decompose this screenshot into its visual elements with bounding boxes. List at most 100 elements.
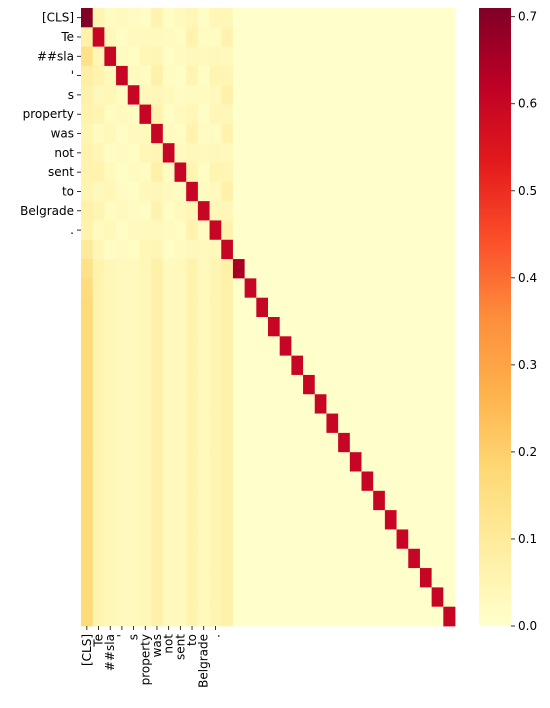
heatmap-cell — [174, 529, 187, 550]
heatmap-cell — [279, 46, 292, 67]
heatmap-cell — [127, 548, 140, 569]
heatmap-cell — [209, 220, 222, 241]
heatmap-cell — [116, 452, 129, 472]
heatmap-cell — [314, 123, 327, 144]
heatmap-cell — [419, 606, 433, 627]
heatmap-cell — [256, 65, 269, 86]
heatmap-cell — [139, 490, 152, 511]
heatmap-cell — [197, 529, 210, 550]
heatmap-cell — [443, 548, 456, 569]
heatmap-cell — [408, 606, 421, 627]
heatmap-cell — [81, 432, 94, 453]
heatmap-cell — [104, 490, 117, 511]
heatmap-cell — [384, 606, 397, 627]
heatmap-cell — [186, 297, 199, 318]
heatmap-cell — [162, 587, 175, 608]
heatmap-cell — [326, 278, 339, 299]
heatmap-cell — [244, 220, 257, 241]
heatmap-cell — [291, 413, 304, 434]
heatmap-cell — [384, 317, 397, 337]
heatmap-cell — [314, 65, 327, 86]
heatmap-cell — [361, 123, 374, 144]
heatmap-cell — [197, 355, 210, 376]
heatmap-cell — [197, 374, 210, 395]
heatmap-cell — [408, 8, 421, 28]
heatmap-cell — [139, 65, 152, 86]
heatmap-cell — [232, 587, 246, 608]
heatmap-cell — [209, 355, 222, 376]
heatmap-cell — [268, 394, 281, 414]
heatmap-cell — [338, 123, 351, 144]
heatmap-cell — [139, 432, 152, 453]
heatmap-cell — [361, 8, 374, 28]
heatmap-cell — [186, 143, 199, 163]
heatmap-cell — [419, 490, 433, 511]
heatmap-cell — [431, 162, 444, 183]
heatmap-cell — [162, 85, 175, 105]
heatmap-cell — [256, 587, 269, 608]
heatmap-cell — [104, 123, 117, 144]
heatmap-cell — [373, 568, 386, 588]
heatmap-cell — [174, 606, 187, 627]
heatmap-cell — [361, 336, 374, 357]
heatmap-cell — [209, 8, 222, 28]
heatmap-cell — [396, 162, 409, 183]
heatmap-cell — [221, 239, 234, 260]
heatmap-cell — [431, 374, 444, 395]
heatmap-cell — [104, 201, 117, 221]
heatmap-cell — [279, 220, 292, 241]
heatmap-cell — [186, 432, 199, 453]
heatmap-cell — [186, 336, 199, 357]
heatmap-cell — [81, 297, 94, 318]
heatmap-cell — [221, 606, 234, 627]
heatmap-cell — [232, 143, 246, 163]
heatmap-cell — [349, 8, 362, 28]
heatmap-cell — [232, 162, 246, 183]
heatmap-cell — [174, 8, 187, 28]
heatmap-cell — [256, 27, 269, 48]
heatmap-cell — [151, 568, 164, 588]
heatmap-cell — [244, 490, 257, 511]
heatmap-cell — [221, 490, 234, 511]
heatmap-cell — [174, 413, 187, 434]
heatmap-cell — [326, 8, 339, 28]
heatmap-cell — [384, 104, 397, 125]
heatmap-cell — [291, 239, 304, 260]
heatmap-cell — [419, 317, 433, 337]
heatmap-cell — [151, 27, 164, 48]
heatmap-cell — [174, 336, 187, 357]
heatmap-cell — [349, 220, 362, 241]
heatmap-cell — [174, 162, 187, 183]
heatmap-cell — [209, 413, 222, 434]
heatmap-cell — [197, 27, 210, 48]
heatmap-cell — [139, 374, 152, 395]
heatmap-cell — [186, 548, 199, 569]
heatmap-cell — [338, 432, 351, 453]
heatmap-cell — [127, 510, 140, 530]
heatmap-cell — [197, 8, 210, 28]
heatmap-cell — [279, 259, 292, 279]
heatmap-cell — [127, 336, 140, 357]
x-tick-label: s — [127, 634, 141, 640]
heatmap-cell — [431, 65, 444, 86]
heatmap-cell — [338, 181, 351, 202]
heatmap-cell — [221, 587, 234, 608]
heatmap-cell — [127, 529, 140, 550]
heatmap-cell — [139, 413, 152, 434]
heatmap-cell — [221, 143, 234, 163]
heatmap-cell — [291, 471, 304, 492]
heatmap-cell — [303, 239, 316, 260]
heatmap-cell — [338, 220, 351, 241]
heatmap-cell — [221, 297, 234, 318]
heatmap-cell — [256, 162, 269, 183]
heatmap-cell — [326, 548, 339, 569]
heatmap-cell — [139, 201, 152, 221]
heatmap-cell — [314, 162, 327, 183]
heatmap-cell — [279, 143, 292, 163]
heatmap-cell — [81, 239, 94, 260]
heatmap-cell — [279, 181, 292, 202]
colorbar-scale — [479, 8, 511, 626]
heatmap-cell — [443, 201, 456, 221]
heatmap-cell — [268, 8, 281, 28]
heatmap-cell — [396, 239, 409, 260]
